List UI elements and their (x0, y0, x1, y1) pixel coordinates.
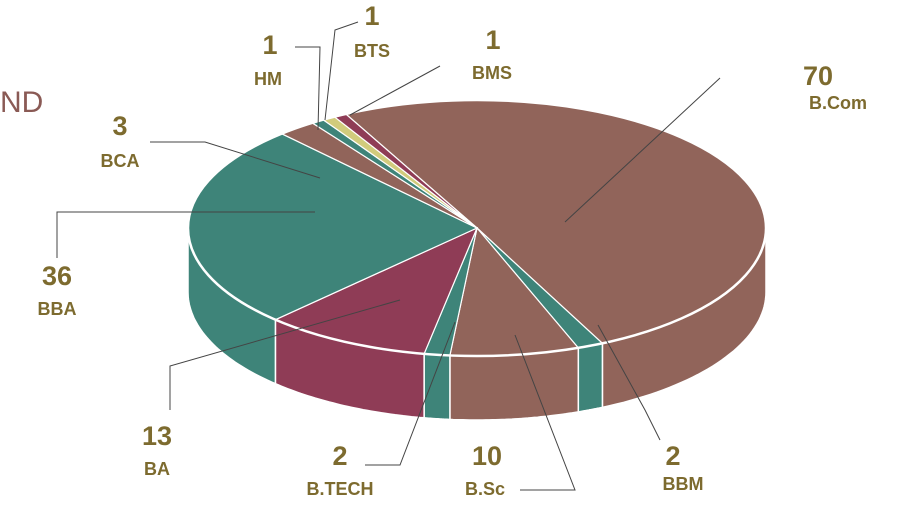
category-label: BTS (354, 41, 390, 61)
leader-line (56, 211, 315, 258)
leader-line (514, 334, 576, 491)
slice-side (577, 342, 604, 413)
leader-line (295, 46, 321, 131)
data-label: 3 (112, 111, 127, 141)
data-label: 2 (332, 441, 347, 471)
data-label: 70 (803, 61, 833, 91)
leader-line (597, 324, 661, 441)
category-label: BBM (663, 474, 704, 494)
data-label: 36 (42, 261, 72, 291)
category-label: BBA (38, 299, 77, 319)
data-label: 13 (142, 421, 172, 451)
data-label: 2 (665, 441, 680, 471)
slice-side (423, 352, 451, 421)
category-label: HM (254, 69, 282, 89)
category-label: B.Com (809, 93, 867, 113)
data-label: 10 (472, 441, 502, 471)
rim (186, 98, 768, 358)
leader-line (169, 299, 401, 410)
chart-title: ND (0, 86, 43, 119)
leader-line (365, 321, 456, 466)
category-label: BA (144, 459, 170, 479)
data-label: 1 (485, 25, 500, 55)
data-label: 1 (364, 1, 379, 31)
leader-line (324, 21, 359, 121)
leader-line (349, 65, 441, 116)
slice-side (449, 347, 580, 421)
category-label: B.Sc (465, 479, 505, 499)
category-label: BMS (472, 63, 512, 83)
leader-line (150, 141, 321, 179)
leader-line (564, 77, 721, 223)
category-label: B.TECH (307, 479, 374, 499)
category-label: BCA (101, 151, 140, 171)
data-label: 1 (262, 30, 277, 60)
